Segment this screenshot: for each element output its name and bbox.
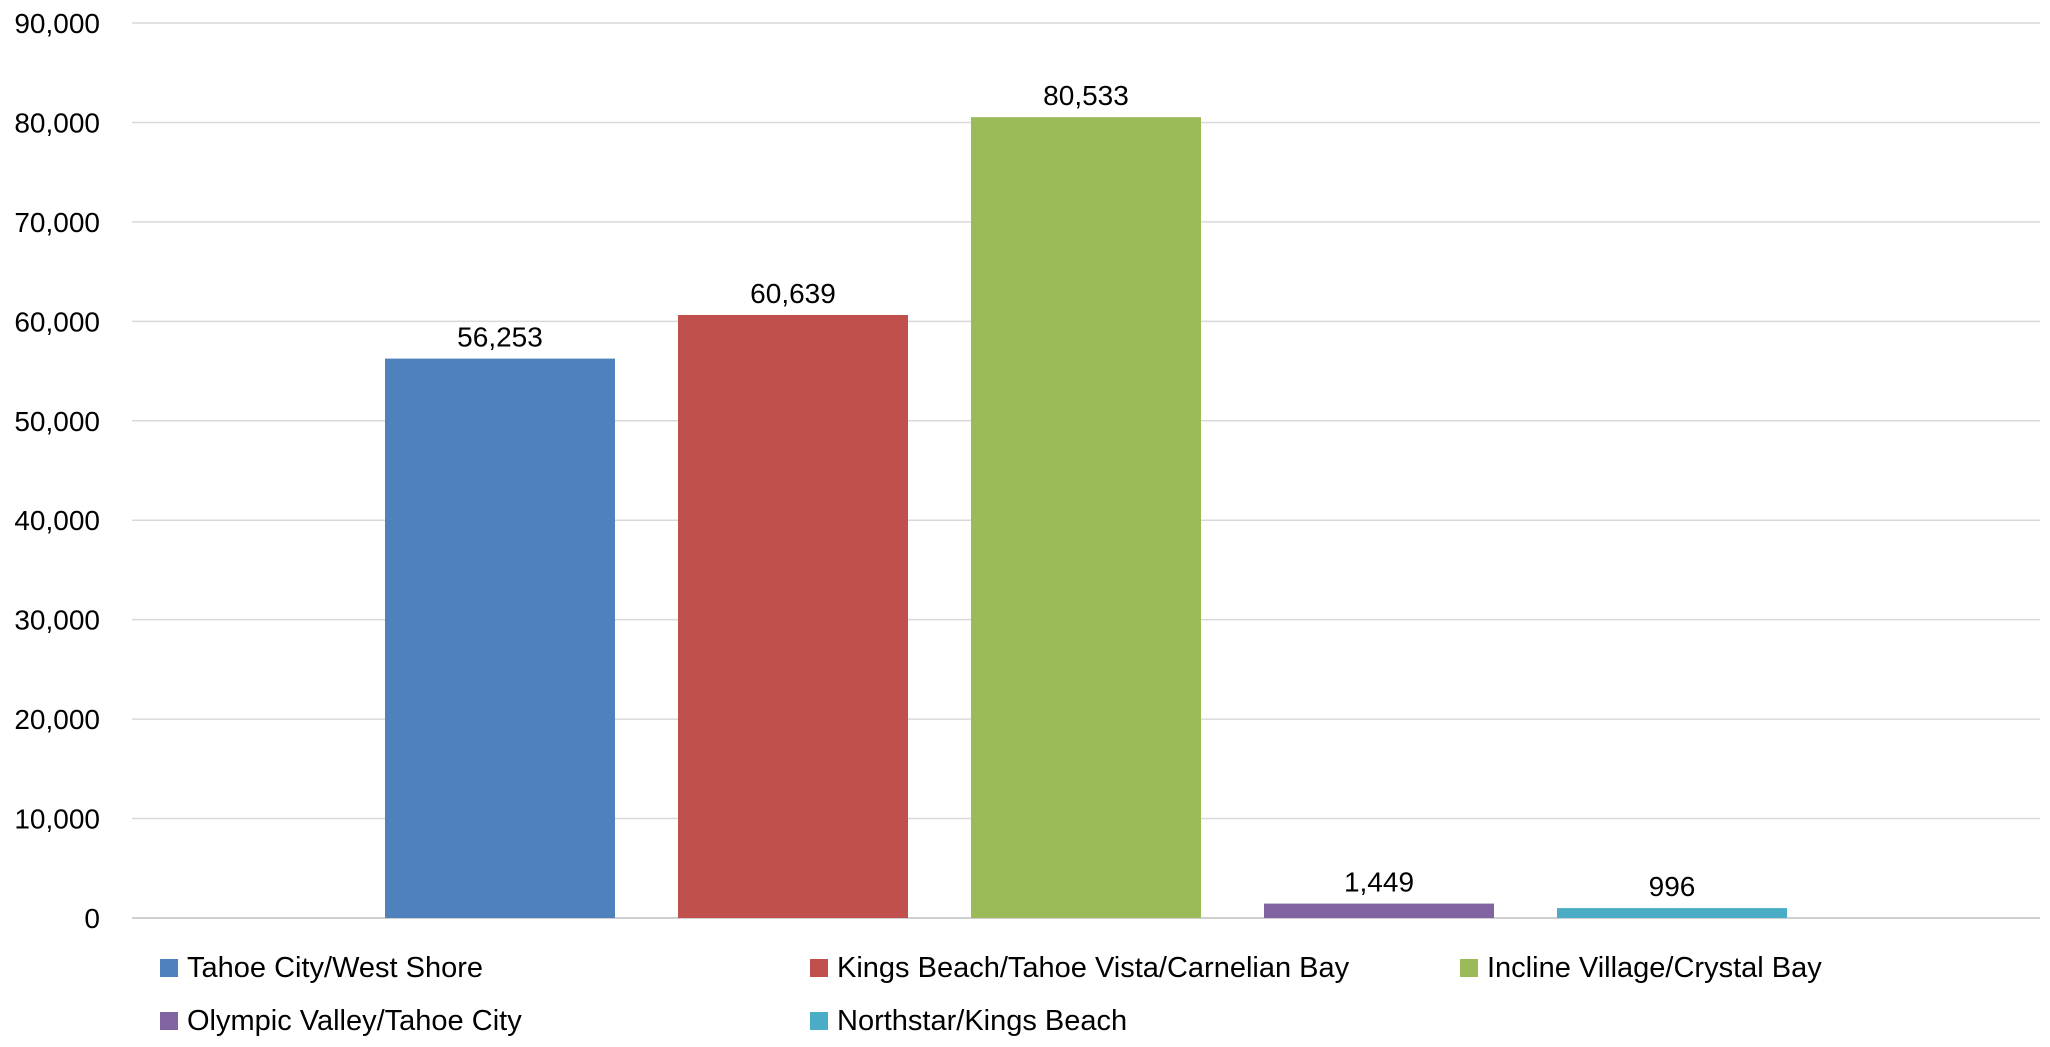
bar-1 xyxy=(385,358,615,918)
y-tick-label: 70,000 xyxy=(14,207,100,238)
y-axis-tick-labels: 0 10,000 20,000 30,000 40,000 50,000 60,000 70,… xyxy=(14,8,100,934)
legend-label: Kings Beach/Tahoe Vista/Carnelian Bay xyxy=(837,952,1350,984)
legend-label: Tahoe City/West Shore xyxy=(187,952,483,984)
y-tick-label: 80,000 xyxy=(14,107,100,138)
data-label: 996 xyxy=(1649,871,1696,902)
data-label: 60,639 xyxy=(750,278,836,309)
legend-item: Tahoe City/West Shore xyxy=(160,952,483,984)
legend-swatch xyxy=(810,959,828,977)
legend-label: Olympic Valley/Tahoe City xyxy=(187,1005,522,1037)
legend-item: Incline Village/Crystal Bay xyxy=(1460,952,1822,984)
y-tick-label: 10,000 xyxy=(14,804,100,835)
y-tick-label: 30,000 xyxy=(14,605,100,636)
y-tick-label: 50,000 xyxy=(14,406,100,437)
legend-item: Northstar/Kings Beach xyxy=(810,1005,1127,1037)
legend-swatch xyxy=(1460,959,1478,977)
legend-item: Kings Beach/Tahoe Vista/Carnelian Bay xyxy=(810,952,1350,984)
legend-item: Olympic Valley/Tahoe City xyxy=(160,1005,522,1037)
data-label: 80,533 xyxy=(1043,80,1129,111)
bar-5 xyxy=(1557,908,1787,918)
y-tick-label: 20,000 xyxy=(14,704,100,735)
legend-label: Northstar/Kings Beach xyxy=(837,1005,1127,1037)
y-tick-label: 40,000 xyxy=(14,505,100,536)
y-tick-label: 60,000 xyxy=(14,306,100,337)
legend-label: Incline Village/Crystal Bay xyxy=(1487,952,1822,984)
legend-swatch xyxy=(160,959,178,977)
bar-3 xyxy=(971,117,1201,919)
bar-2 xyxy=(678,314,908,918)
legend-swatch xyxy=(160,1012,178,1030)
data-label: 1,449 xyxy=(1344,867,1414,898)
y-tick-label: 90,000 xyxy=(14,8,100,39)
data-labels: 56,253 60,639 80,533 1,449 996 xyxy=(457,80,1695,902)
bars xyxy=(385,117,1787,919)
y-tick-label: 0 xyxy=(84,903,100,934)
legend-swatch xyxy=(810,1012,828,1030)
data-label: 56,253 xyxy=(457,322,543,353)
legend: Tahoe City/West Shore Kings Beach/Tahoe V… xyxy=(160,952,1822,1037)
bar-4 xyxy=(1264,903,1494,918)
